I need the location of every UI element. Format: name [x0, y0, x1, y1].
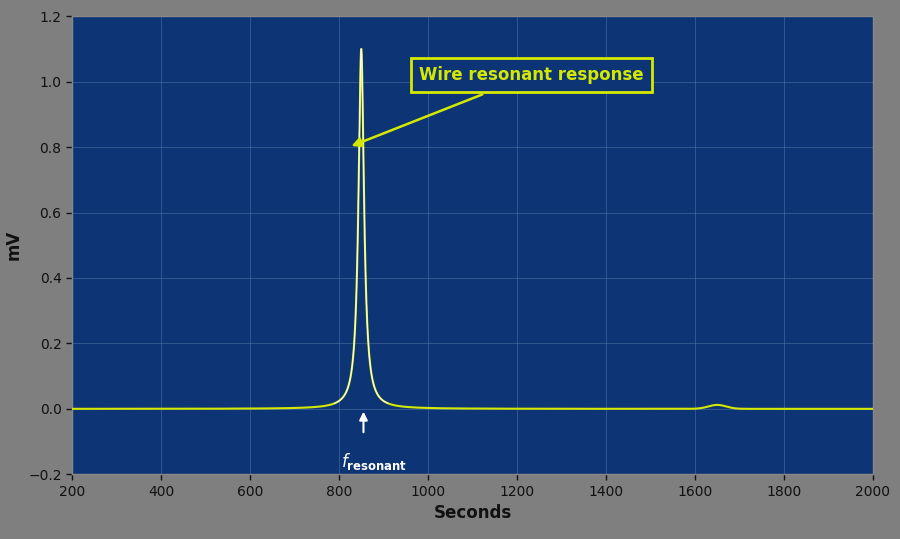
Text: $f_{\mathbf{resonant}}$: $f_{\mathbf{resonant}}$: [341, 452, 408, 472]
Text: Wire resonant response: Wire resonant response: [354, 66, 644, 146]
Y-axis label: mV: mV: [4, 230, 22, 260]
X-axis label: Seconds: Seconds: [434, 505, 511, 522]
